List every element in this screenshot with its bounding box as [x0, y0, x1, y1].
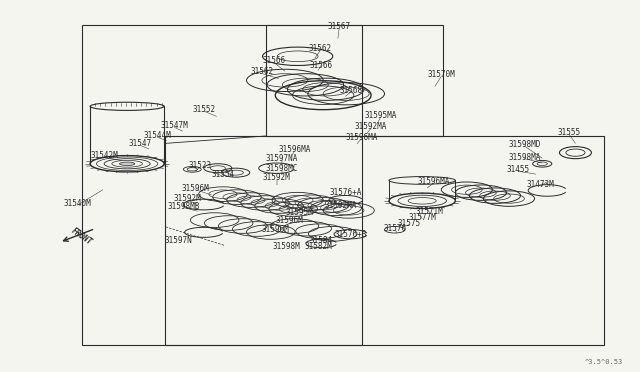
Text: 31571M: 31571M: [416, 207, 444, 216]
Text: 31592M: 31592M: [174, 194, 202, 203]
Text: 31596MA: 31596MA: [278, 145, 310, 154]
Text: 31596M: 31596M: [275, 216, 303, 225]
Text: 31554: 31554: [211, 170, 234, 179]
Text: ^3.5^0.53: ^3.5^0.53: [585, 359, 623, 365]
Text: 31598M: 31598M: [273, 242, 301, 251]
Text: 31547: 31547: [129, 139, 152, 148]
Text: 31596M: 31596M: [182, 184, 209, 193]
Text: 31566: 31566: [262, 56, 285, 65]
Text: 31576: 31576: [384, 224, 407, 233]
Text: 31575: 31575: [398, 219, 421, 228]
Text: 31523: 31523: [188, 161, 211, 170]
Text: 31598MD: 31598MD: [508, 140, 541, 149]
Text: 31592MA: 31592MA: [324, 201, 356, 210]
Text: 31598MC: 31598MC: [266, 164, 298, 173]
Text: 31582M: 31582M: [305, 242, 333, 251]
Text: 31547M: 31547M: [161, 122, 188, 131]
Text: 31596MA: 31596MA: [417, 177, 450, 186]
Bar: [83, 25, 362, 345]
Text: 31566: 31566: [310, 61, 333, 70]
Text: 31576+B: 31576+B: [335, 230, 367, 240]
Text: 31596M: 31596M: [261, 225, 289, 234]
Text: 31473M: 31473M: [527, 180, 554, 189]
Ellipse shape: [120, 162, 135, 166]
Text: 31595M: 31595M: [285, 208, 314, 217]
Text: 31540M: 31540M: [63, 199, 92, 208]
Text: 31598MA: 31598MA: [508, 153, 541, 161]
Bar: [166, 136, 604, 345]
Text: 31596MA: 31596MA: [346, 132, 378, 142]
Text: 31597N: 31597N: [164, 236, 192, 246]
Text: 31555: 31555: [557, 128, 580, 137]
Text: 31544M: 31544M: [143, 131, 171, 140]
Text: 31577M: 31577M: [408, 213, 436, 222]
Text: FRONT: FRONT: [70, 227, 94, 247]
Text: 31595MA: 31595MA: [365, 111, 397, 120]
Text: 31552: 31552: [192, 105, 215, 114]
Text: 31568: 31568: [339, 86, 362, 95]
Text: 31562: 31562: [308, 44, 332, 53]
Text: 31592M: 31592M: [262, 173, 291, 182]
Text: 31597NA: 31597NA: [266, 154, 298, 163]
Text: 31570M: 31570M: [428, 70, 455, 79]
Text: 31576+A: 31576+A: [330, 188, 362, 197]
Text: 31567: 31567: [328, 22, 351, 31]
Text: 31562: 31562: [251, 67, 274, 76]
Text: 31584: 31584: [310, 236, 333, 246]
Bar: [266, 25, 444, 136]
Text: 31455: 31455: [506, 165, 529, 174]
Text: 31592MA: 31592MA: [355, 122, 387, 131]
Text: 31542M: 31542M: [90, 151, 118, 160]
Text: 31598MB: 31598MB: [167, 202, 200, 211]
